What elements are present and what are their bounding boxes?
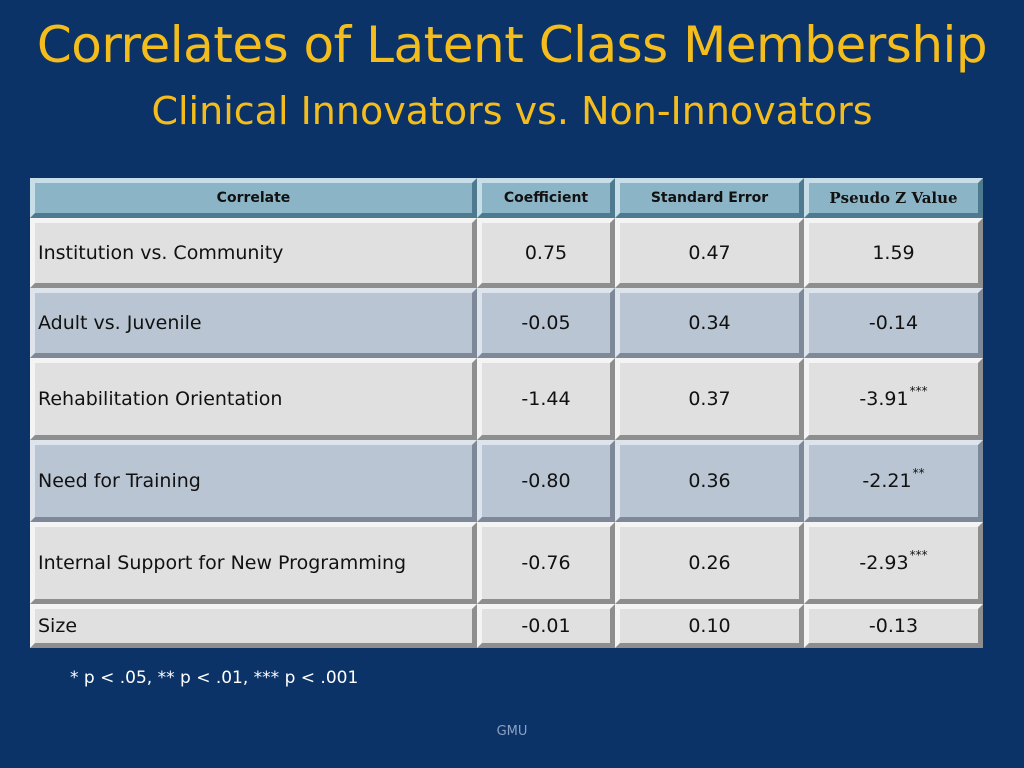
pseudo-z-value: -0.14 (868, 312, 919, 334)
header-pseudo-z: Pseudo Z Value (804, 178, 983, 218)
correlate-cell: Adult vs. Juvenile (30, 288, 477, 358)
pseudo-z-cell: -0.14 (804, 288, 983, 358)
standard-error-cell: 0.37 (615, 358, 804, 440)
header-standard-error: Standard Error (615, 178, 804, 218)
slide-footer: GMU (496, 724, 528, 739)
correlate-cell: Size (30, 604, 477, 648)
correlate-cell: Rehabilitation Orientation (30, 358, 477, 440)
pseudo-z-value: -0.13 (868, 615, 919, 637)
correlate-cell: Need for Training (30, 440, 477, 522)
significance-footnote: * p < .05, ** p < .01, *** p < .001 (70, 668, 359, 688)
table-row: Internal Support for New Programming -0.… (30, 522, 983, 604)
significance-stars: *** (909, 548, 928, 562)
coefficient-cell: -0.01 (477, 604, 615, 648)
coefficient-cell: -0.05 (477, 288, 615, 358)
slide-subtitle: Clinical Innovators vs. Non-Innovators (151, 89, 873, 133)
standard-error-cell: 0.36 (615, 440, 804, 522)
pseudo-z-cell: -2.93 *** (804, 522, 983, 604)
significance-stars: ** (912, 466, 925, 480)
coefficient-cell: -1.44 (477, 358, 615, 440)
pseudo-z-value: -2.21 (862, 470, 912, 492)
pseudo-z-cell: -3.91 *** (804, 358, 983, 440)
table-row: Size -0.01 0.10 -0.13 (30, 604, 983, 648)
pseudo-z-cell: -0.13 (804, 604, 983, 648)
correlate-cell: Internal Support for New Programming (30, 522, 477, 604)
pseudo-z-value: -3.91 (859, 388, 909, 410)
table-row: Adult vs. Juvenile -0.05 0.34 -0.14 (30, 288, 983, 358)
table-row: Rehabilitation Orientation -1.44 0.37 -3… (30, 358, 983, 440)
table-row: Need for Training -0.80 0.36 -2.21 ** (30, 440, 983, 522)
standard-error-cell: 0.34 (615, 288, 804, 358)
slide-title: Correlates of Latent Class Membership (36, 16, 988, 74)
significance-stars: *** (909, 384, 928, 398)
coefficient-cell: 0.75 (477, 218, 615, 288)
pseudo-z-cell: 1.59 (804, 218, 983, 288)
correlates-table: Correlate Coefficient Standard Error Pse… (30, 178, 983, 648)
coefficient-cell: -0.76 (477, 522, 615, 604)
pseudo-z-value: -2.93 (859, 552, 909, 574)
table-row: Institution vs. Community 0.75 0.47 1.59 (30, 218, 983, 288)
standard-error-cell: 0.47 (615, 218, 804, 288)
header-correlate: Correlate (30, 178, 477, 218)
pseudo-z-cell: -2.21 ** (804, 440, 983, 522)
table-header-row: Correlate Coefficient Standard Error Pse… (30, 178, 983, 218)
standard-error-cell: 0.26 (615, 522, 804, 604)
pseudo-z-value: 1.59 (872, 242, 915, 264)
standard-error-cell: 0.10 (615, 604, 804, 648)
correlate-cell: Institution vs. Community (30, 218, 477, 288)
coefficient-cell: -0.80 (477, 440, 615, 522)
header-coefficient: Coefficient (477, 178, 615, 218)
